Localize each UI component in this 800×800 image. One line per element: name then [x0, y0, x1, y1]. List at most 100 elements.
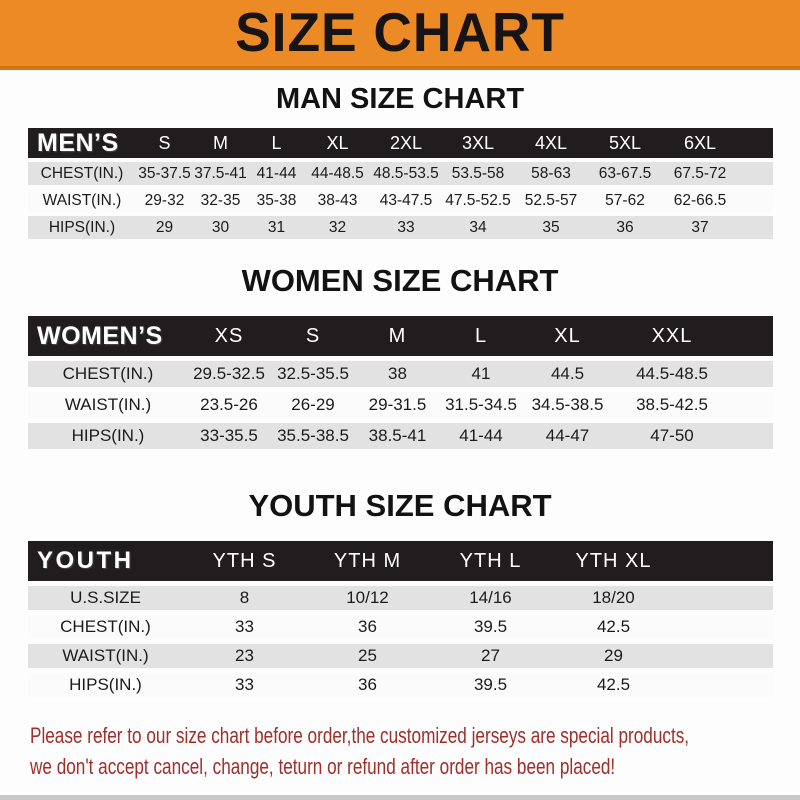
value-cell: 44.5-48.5: [636, 364, 708, 383]
youth-chest-row: CHEST(IN.) 33 36 39.5 42.5: [28, 615, 773, 639]
value-cell: 52.5-57: [524, 191, 578, 209]
col-header: YTH L: [459, 549, 522, 572]
value-cell: 41: [471, 364, 491, 383]
women-size-table: WOMEN’S XS S M L XL XXL CHEST(IN.) 29.5-…: [28, 311, 773, 454]
value-cell: 38.5-42.5: [636, 395, 708, 414]
value-cell: 30: [211, 218, 230, 236]
value-cell: 36: [358, 617, 377, 636]
col-header: 6XL: [683, 132, 717, 153]
value-cell: 38.5-41: [368, 426, 427, 445]
spacer-cell: [738, 216, 773, 239]
value-cell: 32.5-35.5: [277, 364, 349, 383]
value-cell: 39.5: [473, 675, 508, 694]
value-cell: 33: [397, 218, 415, 236]
value-cell: 29: [155, 218, 174, 236]
spacer-cell: [738, 189, 773, 212]
value-cell: 8: [239, 588, 250, 607]
women-chest-row: CHEST(IN.) 29.5-32.5 32.5-35.5 38 41 44.…: [28, 361, 773, 387]
youth-corner-label: YOUTH: [37, 547, 134, 574]
value-cell: 32: [328, 218, 347, 236]
row-label: CHEST(IN.): [40, 164, 124, 182]
spacer-cell: [675, 586, 773, 610]
spacer-cell: [675, 615, 773, 639]
value-cell: 39.5: [473, 617, 508, 636]
value-cell: 25: [358, 646, 377, 665]
spacer-cell: [675, 673, 773, 697]
value-cell: 29-31.5: [368, 395, 427, 414]
men-waist-row: WAIST(IN.) 29-32 32-35 35-38 38-43 43-47…: [28, 189, 773, 212]
youth-header-row: YOUTH YTH S YTH M YTH L YTH XL: [28, 541, 773, 581]
value-cell: 36: [358, 675, 377, 694]
col-header: YTH XL: [575, 549, 652, 572]
col-header: 2XL: [389, 132, 423, 153]
men-size-table: MEN’S S M L XL 2XL 3XL 4XL 5XL 6XL CHEST…: [28, 124, 773, 243]
value-cell: 53.5-58: [451, 164, 505, 182]
value-cell: 33-35.5: [200, 426, 258, 445]
value-cell: 42.5: [596, 617, 631, 636]
value-cell: 23: [235, 646, 254, 665]
row-label: HIPS(IN.): [71, 426, 145, 445]
value-cell: 26-29: [291, 395, 335, 414]
value-cell: 18/20: [592, 588, 635, 607]
value-cell: 47-50: [650, 426, 694, 445]
men-corner-label: MEN’S: [37, 128, 119, 157]
women-section-title: WOMEN SIZE CHART: [241, 263, 559, 298]
women-waist-row: WAIST(IN.) 23.5-26 26-29 29-31.5 31.5-34…: [28, 392, 773, 418]
col-header: XS: [214, 324, 244, 347]
value-cell: 57-62: [605, 191, 645, 209]
value-cell: 42.5: [596, 675, 631, 694]
note-line-1: Please refer to our size chart before or…: [30, 723, 690, 748]
value-cell: 36: [616, 218, 634, 236]
spacer-cell: [732, 392, 773, 418]
spacer-cell: [675, 541, 773, 581]
value-cell: 33: [235, 675, 254, 694]
col-header: XL: [554, 324, 581, 347]
value-cell: 34.5-38.5: [531, 395, 604, 414]
value-cell: 10/12: [346, 588, 389, 607]
value-cell: 14/16: [469, 588, 512, 607]
col-header: YTH M: [333, 549, 402, 572]
women-header-row: WOMEN’S XS S M L XL XXL: [28, 316, 773, 356]
men-section-title: MAN SIZE CHART: [275, 83, 525, 115]
men-header-row: MEN’S S M L XL 2XL 3XL 4XL 5XL 6XL: [28, 128, 773, 158]
men-hips-row: HIPS(IN.) 29 30 31 32 33 34 35 36 37: [28, 216, 773, 239]
value-cell: 31.5-34.5: [445, 395, 517, 414]
women-hips-row: HIPS(IN.) 33-35.5 35.5-38.5 38.5-41 41-4…: [28, 423, 773, 449]
col-header: 3XL: [461, 132, 495, 153]
value-cell: 29.5-32.5: [193, 364, 265, 383]
value-cell: 34: [469, 218, 487, 236]
row-label: WAIST(IN.): [64, 395, 152, 414]
row-label: HIPS(IN.): [48, 218, 116, 236]
value-cell: 38: [388, 364, 407, 383]
value-cell: 29-32: [144, 191, 185, 209]
women-section: WOMEN SIZE CHART WOMEN’S XS S M L XL XXL…: [0, 263, 800, 454]
value-cell: 62-66.5: [673, 191, 727, 209]
row-label: HIPS(IN.): [69, 675, 142, 694]
value-cell: 23.5-26: [200, 395, 258, 414]
col-header: L: [271, 132, 282, 153]
value-cell: 29: [604, 646, 623, 665]
value-cell: 43-47.5: [379, 191, 433, 209]
value-cell: 33: [235, 617, 254, 636]
col-header: YTH S: [212, 549, 277, 572]
youth-size-table: YOUTH YTH S YTH M YTH L YTH XL U.S.SIZE …: [28, 536, 773, 702]
bottom-edge: [0, 795, 800, 800]
value-cell: 37.5-41: [194, 164, 247, 182]
spacer-cell: [738, 162, 773, 185]
spacer-cell: [732, 423, 773, 449]
banner-title: SIZE CHART: [235, 1, 565, 63]
row-label: U.S.SIZE: [70, 588, 141, 607]
value-cell: 38-43: [317, 191, 358, 209]
row-label: CHEST(IN.): [60, 617, 151, 636]
footer-note: Please refer to our size chart before or…: [30, 720, 800, 782]
value-cell: 58-63: [531, 164, 571, 182]
value-cell: 44.5: [550, 364, 585, 383]
spacer-cell: [738, 128, 773, 158]
men-chest-row: CHEST(IN.) 35-37.5 37.5-41 41-44 44-48.5…: [28, 162, 773, 185]
value-cell: 35-37.5: [138, 164, 191, 182]
col-header: S: [158, 132, 171, 153]
women-corner-label: WOMEN’S: [37, 321, 163, 350]
spacer-cell: [732, 361, 773, 387]
value-cell: 67.5-72: [673, 164, 727, 182]
value-cell: 44-48.5: [311, 164, 364, 182]
